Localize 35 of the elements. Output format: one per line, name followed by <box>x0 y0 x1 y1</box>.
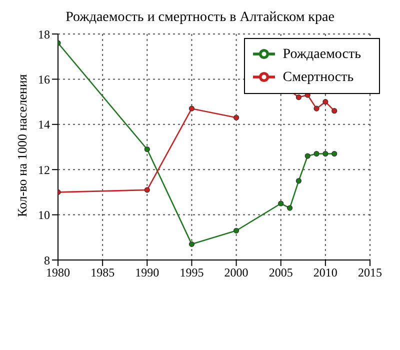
point <box>332 150 338 157</box>
x-tick-label: 1990 <box>135 266 160 280</box>
point <box>233 114 240 120</box>
y-tick-label: 12 <box>38 162 50 177</box>
point <box>314 106 320 112</box>
point <box>278 200 284 206</box>
x-tick-label: 1985 <box>90 266 115 280</box>
y-tick-label: 16 <box>38 72 50 86</box>
y-axis-title: Кол-во на 1000 населения <box>14 74 30 217</box>
x-tick-label: 2010 <box>313 266 338 280</box>
x-tick-label: 1980 <box>46 266 70 280</box>
legend-label: Смертность <box>282 70 354 85</box>
y-tick-label: 8 <box>44 253 50 268</box>
x-tick-label: 2000 <box>224 266 248 280</box>
point <box>188 241 195 247</box>
point <box>296 94 302 100</box>
point <box>144 146 150 152</box>
point <box>296 178 302 184</box>
point <box>188 106 195 112</box>
y-tick-label: 14 <box>38 118 50 132</box>
chart-title: Рождаемость и смертность в Алтайском крае <box>64 9 336 27</box>
point <box>233 228 240 234</box>
y-tick-label: 10 <box>38 208 50 222</box>
point <box>144 187 150 193</box>
legend-label: Рождаемость <box>282 47 361 62</box>
point <box>322 150 328 157</box>
point <box>314 150 320 157</box>
y-tick-label: 18 <box>38 27 50 42</box>
x-tick-label: 1995 <box>180 266 204 280</box>
point <box>322 99 328 105</box>
point <box>286 205 293 211</box>
x-tick-label: 2015 <box>358 266 382 280</box>
x-tick-label: 2005 <box>268 266 293 280</box>
point <box>332 108 338 114</box>
point <box>304 153 310 159</box>
